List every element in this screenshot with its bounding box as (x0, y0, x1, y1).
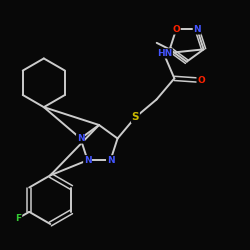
Text: N: N (107, 156, 114, 165)
Text: S: S (132, 112, 139, 122)
Text: N: N (193, 25, 201, 34)
Text: F: F (16, 214, 22, 222)
Text: N: N (77, 134, 84, 143)
Text: N: N (84, 156, 92, 165)
Text: HN: HN (157, 49, 172, 58)
Text: O: O (172, 25, 180, 34)
Text: O: O (197, 76, 205, 84)
